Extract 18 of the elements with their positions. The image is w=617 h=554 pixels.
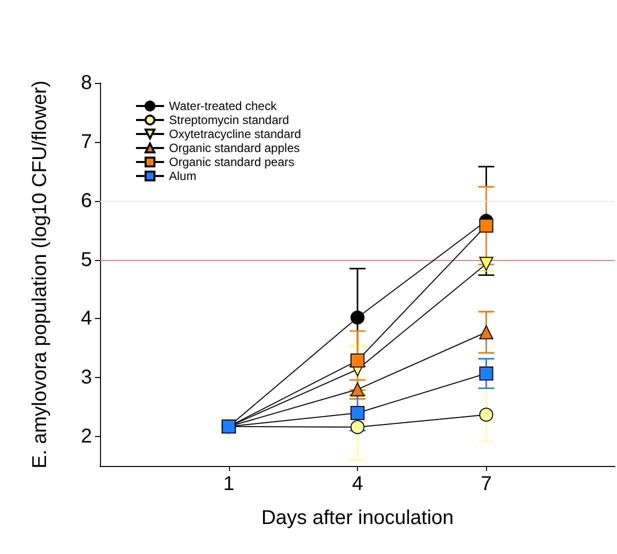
y-tick-label: 5: [80, 248, 92, 271]
y-axis-title: E. amylovora population (log10 CFU/flower): [29, 80, 51, 468]
legend-label: Organic standard pears: [169, 155, 294, 169]
y-tick-label: 4: [80, 308, 92, 330]
x-tick-label: 1: [223, 473, 234, 495]
legend-label: Organic standard apples: [169, 141, 300, 155]
x-tick-label: 7: [480, 473, 492, 495]
legend-label: Oxytetracycline standard: [169, 127, 302, 141]
x-axis-title: Days after inoculation: [261, 507, 454, 529]
y-tick-label: 2: [80, 426, 92, 448]
legend-label: Streptomycin standard: [169, 113, 290, 127]
y-tick-label: 8: [80, 72, 92, 94]
x-tick-label: 4: [352, 473, 364, 495]
legend-label: Water-treated check: [169, 99, 278, 113]
legend-label: Alum: [169, 169, 196, 183]
y-tick-label: 7: [80, 130, 92, 153]
y-tick-label: 3: [80, 366, 92, 389]
y-tick-label: 6: [80, 190, 92, 212]
